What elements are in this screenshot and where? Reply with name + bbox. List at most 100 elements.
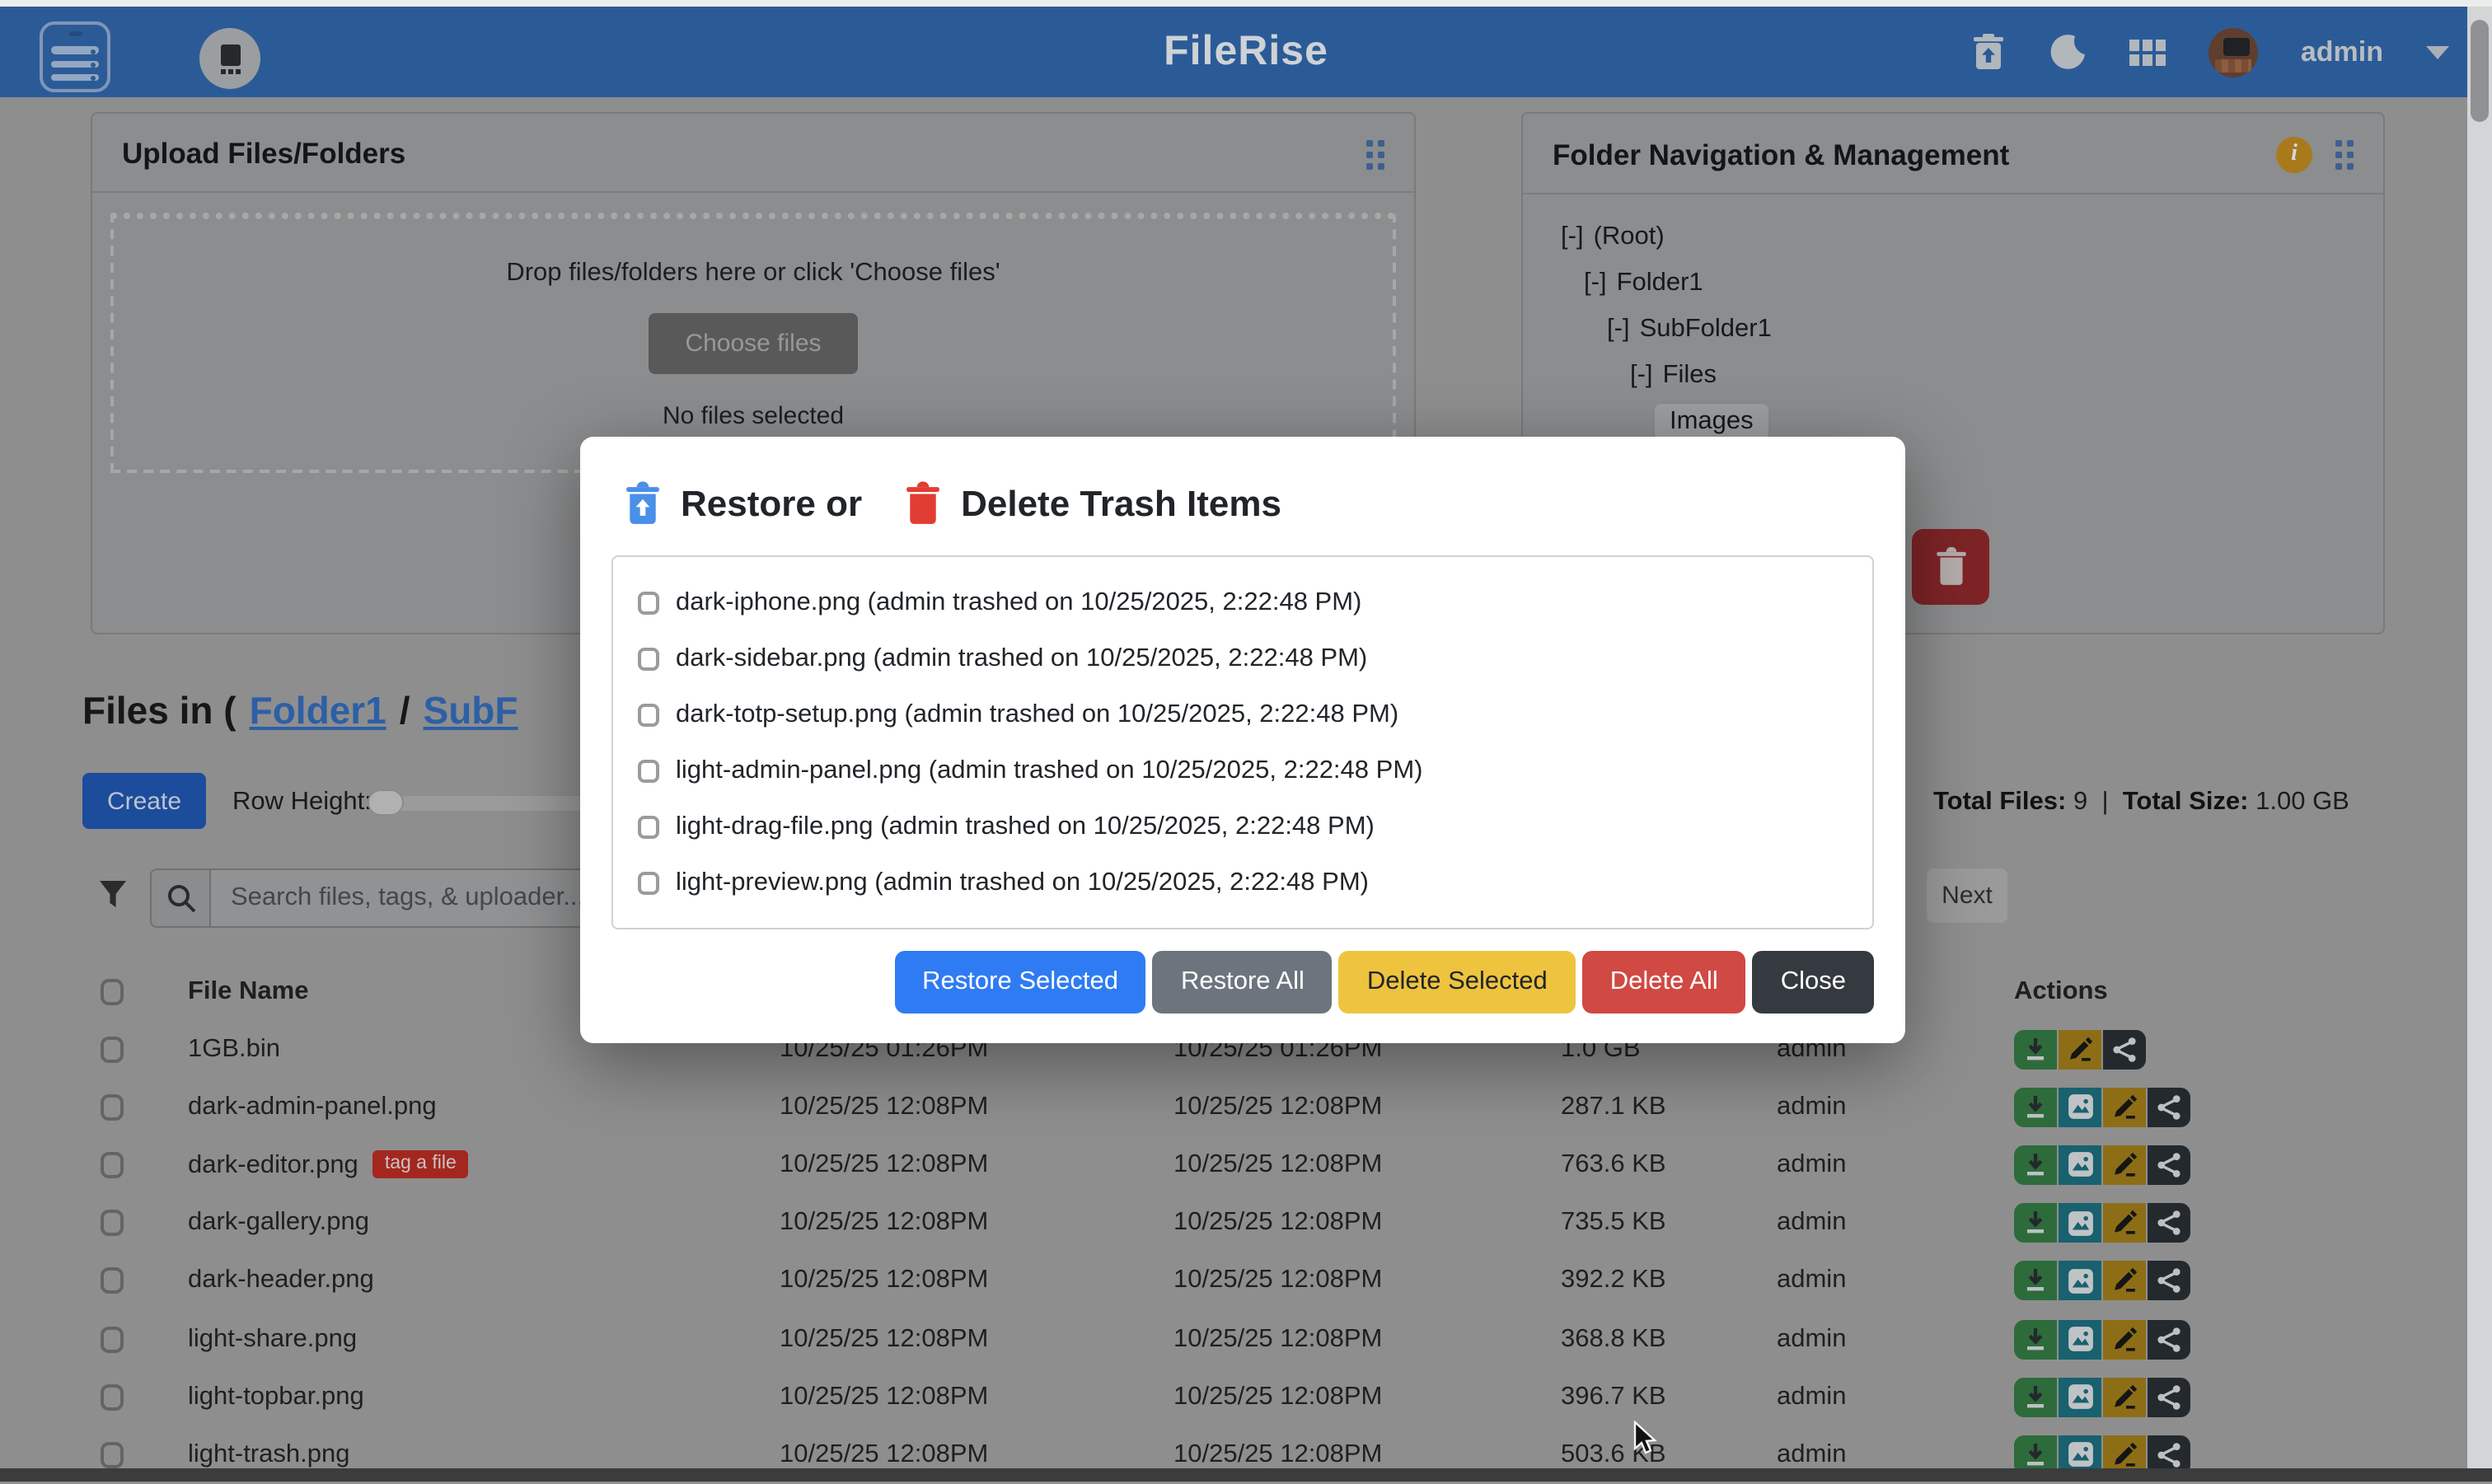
tree-node-folder1[interactable]: [-] Folder1 (1561, 260, 2354, 307)
trash-item-checkbox[interactable] (638, 704, 659, 727)
select-all-checkbox[interactable] (101, 979, 124, 1005)
share-action-button[interactable] (2148, 1377, 2190, 1417)
preview-action-button[interactable] (2059, 1145, 2101, 1185)
tree-collapse-toggle[interactable]: [-] (1561, 222, 1584, 250)
download-action-button[interactable] (2014, 1145, 2057, 1185)
tag-badge[interactable]: tag a file (372, 1149, 468, 1178)
download-action-button[interactable] (2014, 1029, 2057, 1070)
file-name-cell[interactable]: light-trash.png (188, 1440, 350, 1468)
edit-action-button[interactable] (2103, 1087, 2146, 1127)
tree-collapse-toggle[interactable]: [-] (1607, 315, 1630, 343)
upload-card-drag-handle[interactable] (1366, 139, 1384, 169)
download-action-button[interactable] (2014, 1261, 2057, 1301)
tree-collapse-toggle[interactable]: [-] (1584, 269, 1607, 297)
user-menu-label[interactable]: admin (2300, 35, 2383, 67)
row-height-slider[interactable] (368, 789, 585, 816)
row-actions-group (2014, 1029, 2146, 1070)
trash-item-checkbox[interactable] (638, 816, 659, 839)
share-action-button[interactable] (2103, 1029, 2146, 1070)
share-action-button[interactable] (2148, 1319, 2190, 1360)
file-name-cell[interactable]: dark-editor.png tag a file (188, 1149, 780, 1180)
trash-item-checkbox[interactable] (638, 872, 659, 895)
upload-date-cell: 10/25/25 12:08PM (1173, 1382, 1383, 1411)
edit-action-button[interactable] (2103, 1377, 2146, 1417)
main-menu-button[interactable] (40, 21, 110, 92)
preview-action-button[interactable] (2059, 1261, 2101, 1301)
file-name-cell[interactable]: light-share.png (188, 1324, 358, 1353)
trash-item-row: dark-iphone.png (admin trashed on 10/25/… (638, 575, 1848, 631)
row-checkbox[interactable] (101, 1210, 124, 1237)
edit-action-button[interactable] (2103, 1203, 2146, 1243)
share-action-button[interactable] (2148, 1087, 2190, 1127)
tree-node-subfolder1[interactable]: [-] SubFolder1 (1561, 307, 2354, 353)
folder-card-drag-handle[interactable] (2335, 140, 2354, 170)
delete-all-button[interactable]: Delete All (1581, 951, 1746, 1014)
edit-action-button[interactable] (2103, 1145, 2146, 1185)
uploader-cell: admin (1777, 1149, 1847, 1178)
download-action-button[interactable] (2014, 1377, 2057, 1417)
breadcrumb-link-subfolder[interactable]: SubF (423, 689, 518, 732)
tree-node-files[interactable]: [-] Files (1561, 353, 2354, 399)
delete-selected-button[interactable]: Delete Selected (1338, 951, 1576, 1014)
modified-date-cell: 10/25/25 12:08PM (780, 1324, 989, 1353)
upload-date-cell: 10/25/25 12:08PM (1173, 1149, 1383, 1178)
row-checkbox[interactable] (101, 1326, 124, 1353)
preview-action-button[interactable] (2059, 1319, 2101, 1360)
next-page-button[interactable]: Next (1927, 868, 2007, 923)
info-icon[interactable]: i (2276, 137, 2312, 173)
upload-date-cell: 10/25/25 12:08PM (1173, 1324, 1383, 1353)
tree-node-root[interactable]: [-] (Root) (1561, 214, 2354, 260)
preview-action-button[interactable] (2059, 1087, 2101, 1127)
edit-action-button[interactable] (2103, 1319, 2146, 1360)
preview-action-button[interactable] (2059, 1435, 2101, 1475)
uploader-cell: admin (1777, 1092, 1847, 1121)
share-action-button[interactable] (2148, 1145, 2190, 1185)
file-name-cell[interactable]: dark-header.png (188, 1266, 374, 1294)
row-checkbox[interactable] (101, 1151, 124, 1178)
mobile-view-button[interactable] (199, 28, 260, 89)
restore-selected-button[interactable]: Restore Selected (894, 951, 1146, 1014)
file-name-cell[interactable]: dark-gallery.png (188, 1208, 369, 1237)
folder-nav-title: Folder Navigation & Management (1553, 138, 2010, 171)
page-scrollbar-track[interactable] (2467, 7, 2492, 1482)
share-action-button[interactable] (2148, 1261, 2190, 1301)
edit-action-button[interactable] (2059, 1029, 2101, 1070)
download-action-button[interactable] (2014, 1203, 2057, 1243)
tree-collapse-toggle[interactable]: [-] (1630, 361, 1653, 389)
user-menu-caret-icon[interactable] (2426, 45, 2449, 59)
edit-action-button[interactable] (2103, 1261, 2146, 1301)
file-name-cell[interactable]: 1GB.bin (188, 1034, 281, 1063)
files-breadcrumb-heading: Files in ( Folder1 / SubF (82, 689, 518, 733)
create-button[interactable]: Create (82, 773, 206, 829)
row-checkbox[interactable] (101, 1093, 124, 1121)
trash-item-checkbox[interactable] (638, 592, 659, 615)
share-action-button[interactable] (2148, 1435, 2190, 1475)
filter-funnel-icon[interactable] (99, 880, 127, 916)
preview-action-button[interactable] (2059, 1377, 2101, 1417)
download-action-button[interactable] (2014, 1087, 2057, 1127)
preview-action-button[interactable] (2059, 1203, 2101, 1243)
file-name-cell[interactable]: light-topbar.png (188, 1382, 364, 1411)
page-scrollbar-thumb[interactable] (2471, 20, 2489, 122)
trash-item-checkbox[interactable] (638, 760, 659, 783)
user-avatar[interactable] (2208, 27, 2258, 77)
file-name-cell[interactable]: dark-admin-panel.png (188, 1092, 437, 1121)
trash-restore-icon[interactable] (1971, 34, 2007, 70)
folder-trash-button[interactable] (1912, 529, 1989, 605)
close-button[interactable]: Close (1752, 951, 1874, 1014)
breadcrumb-link-folder1[interactable]: Folder1 (249, 689, 386, 732)
row-checkbox[interactable] (101, 1267, 124, 1294)
restore-all-button[interactable]: Restore All (1152, 951, 1333, 1014)
download-action-button[interactable] (2014, 1319, 2057, 1360)
row-checkbox[interactable] (101, 1036, 124, 1063)
apps-grid-icon[interactable] (2129, 34, 2166, 70)
row-checkbox[interactable] (101, 1383, 124, 1411)
choose-files-button[interactable]: Choose files (649, 313, 858, 374)
row-checkbox[interactable] (101, 1441, 124, 1468)
download-action-button[interactable] (2014, 1435, 2057, 1475)
trash-item-checkbox[interactable] (638, 648, 659, 671)
share-action-button[interactable] (2148, 1203, 2190, 1243)
dark-mode-toggle-icon[interactable] (2050, 34, 2087, 70)
edit-action-button[interactable] (2103, 1435, 2146, 1475)
row-height-slider-thumb[interactable] (368, 789, 404, 816)
